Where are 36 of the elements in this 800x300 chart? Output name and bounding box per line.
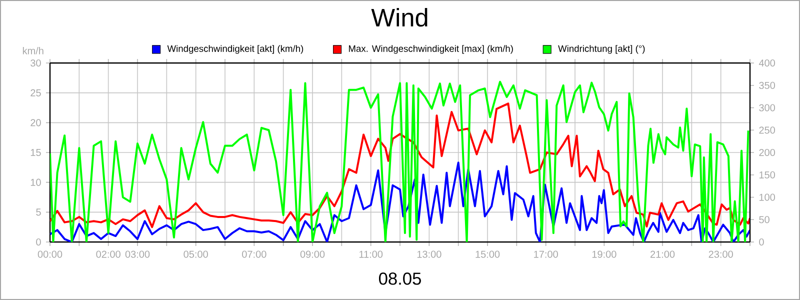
x-tick-label: 05:00 (184, 250, 208, 258)
y2-tick-label: 150 (759, 171, 776, 178)
y2-tick-label: 400 (758, 59, 776, 67)
legend-label: Windrichtung [akt] (°) (558, 45, 645, 54)
x-tick-label: 19:00 (592, 250, 616, 258)
x-tick-label: 03:00 (125, 250, 150, 258)
y2-tick-label: 50 (759, 216, 770, 224)
y-tick-label: 20 (30, 119, 41, 126)
y-axis-title: km/h (22, 46, 44, 54)
x-tick-label: 07:00 (242, 250, 266, 258)
y-tick-label: 5 (36, 208, 41, 216)
x-axis-title: 08.05 (378, 272, 421, 285)
x-tick-label: 11:00 (359, 250, 383, 258)
legend-label: Windgeschwindigkeit [akt] (km/h) (167, 45, 304, 54)
x-tick-label: 23:00 (708, 250, 733, 258)
x-tick-label: 09:00 (300, 250, 325, 258)
legend-label: Max. Windgeschwindigkeit [max] (km/h) (348, 45, 513, 54)
x-tick-label: 02:00 (96, 250, 120, 258)
x-tick-label: 00:00 (38, 250, 62, 258)
x-tick-label: 15:00 (476, 250, 500, 258)
y-tick-label: 15 (30, 149, 41, 156)
y2-tick-label: 350 (759, 82, 776, 89)
y2-tick-label: 300 (759, 104, 776, 112)
x-tick-label: 21:00 (650, 250, 675, 258)
chart-title: Wind (371, 8, 428, 27)
y2-tick-label: 0 (759, 238, 764, 246)
y-tick-label: 10 (30, 178, 41, 186)
y2-tick-label: 250 (759, 126, 776, 134)
y-tick-label: 25 (30, 89, 41, 96)
y-tick-label: 30 (30, 59, 41, 67)
x-tick-label: 17:00 (534, 250, 558, 258)
y2-tick-label: 100 (759, 194, 776, 201)
x-tick-label: 13:00 (417, 250, 442, 258)
y2-tick-label: 200 (759, 148, 776, 156)
line-series (50, 102, 750, 228)
y-tick-label: 0 (36, 238, 41, 246)
